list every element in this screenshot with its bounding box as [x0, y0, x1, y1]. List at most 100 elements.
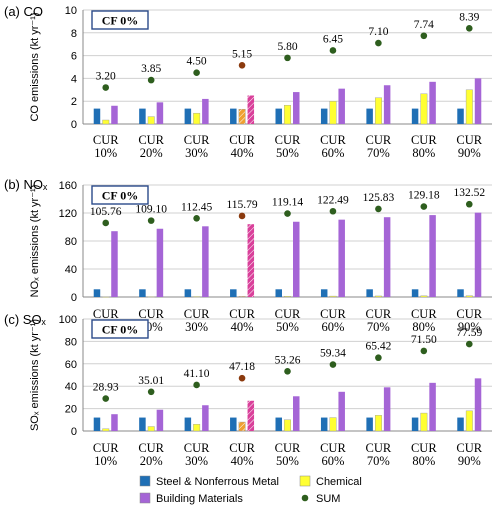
sum-data-label: 77.59	[456, 327, 482, 339]
bar-chemical	[238, 108, 246, 125]
bar-steel	[275, 108, 282, 124]
bar-steel	[139, 108, 146, 124]
y-tick-label: 60	[65, 359, 77, 371]
x-tick-label: CUR	[229, 307, 255, 321]
bar-steel	[275, 417, 282, 431]
y-tick-label: 0	[71, 119, 77, 131]
sum-data-label: 132.52	[453, 187, 485, 199]
y-tick-label: 2	[71, 96, 77, 108]
bar-steel	[139, 289, 146, 297]
legend-swatch-steel	[139, 475, 151, 487]
bar-building-materials	[474, 378, 482, 431]
x-tick-label: 30%	[185, 454, 208, 468]
y-axis-title: SOₓ emissions (kt yr⁻¹)	[29, 319, 41, 431]
x-tick-label: CUR	[366, 441, 392, 455]
x-tick-label: CUR	[320, 441, 346, 455]
bar-steel	[184, 108, 192, 124]
sum-point	[284, 54, 291, 62]
bar-chemical	[238, 421, 246, 432]
bar-chemical	[420, 412, 428, 432]
x-tick-label: 70%	[367, 146, 390, 160]
bar-chemical	[374, 295, 382, 298]
cf-badge-box	[91, 185, 149, 205]
x-tick-label: 50%	[276, 146, 299, 160]
legend-label: Chemical	[316, 476, 362, 488]
sum-point	[147, 388, 155, 396]
bar-building-materials	[338, 88, 345, 124]
sum-point	[329, 47, 337, 54]
sum-point	[465, 340, 473, 348]
x-tick-label: 10%	[94, 454, 117, 468]
x-tick-label: 20%	[140, 454, 163, 468]
sum-data-label: 122.49	[317, 194, 349, 206]
sum-data-label: 28.93	[93, 382, 119, 394]
cf-badge-box	[91, 10, 149, 30]
bar-chemical	[284, 419, 291, 432]
sum-point	[375, 39, 382, 47]
sum-point	[375, 354, 382, 362]
sum-data-label: 7.10	[368, 26, 388, 38]
sum-data-label: 5.15	[232, 48, 252, 60]
legend-label: SUM	[316, 493, 340, 505]
y-axis-title: NOₓ emissions (kt yr⁻¹)	[29, 185, 41, 298]
bar-building-materials	[293, 221, 300, 297]
x-tick-label: CUR	[320, 307, 346, 321]
bar-steel	[411, 108, 419, 124]
bar-chemical	[193, 424, 201, 432]
bar-building-materials	[338, 391, 345, 431]
bar-chemical	[147, 426, 155, 432]
sum-data-label: 59.34	[320, 348, 346, 360]
x-tick-label: 30%	[185, 146, 208, 160]
sum-data-label: 129.18	[408, 190, 440, 202]
sum-data-label: 8.39	[459, 11, 479, 23]
sum-point	[420, 347, 428, 355]
y-tick-label: 40	[65, 264, 77, 276]
panel-label: (b) NOₓ	[4, 177, 48, 192]
bar-chemical	[102, 428, 110, 432]
bar-building-materials	[156, 102, 164, 124]
bar-chemical	[193, 112, 201, 125]
x-tick-label: 30%	[185, 320, 208, 334]
sum-point	[147, 217, 155, 224]
x-tick-label: CUR	[320, 133, 346, 147]
y-tick-label: 6	[71, 51, 77, 63]
y-tick-label: 80	[65, 236, 77, 248]
bar-building-materials	[247, 224, 255, 297]
sum-point	[284, 210, 291, 217]
sum-point	[329, 207, 337, 215]
bar-steel	[366, 417, 373, 431]
bar-chemical	[102, 119, 110, 125]
bar-building-materials	[156, 409, 164, 431]
x-tick-label: CUR	[229, 133, 255, 147]
x-tick-label: CUR	[366, 133, 392, 147]
y-axis-title: CO emissions (kt yr⁻¹)	[29, 12, 41, 121]
bar-chemical	[374, 415, 382, 432]
legend-swatch-chemical	[299, 475, 311, 487]
bar-building-materials	[429, 382, 436, 431]
x-tick-label: CUR	[275, 441, 301, 455]
bar-steel	[93, 417, 101, 431]
sum-point	[465, 25, 473, 32]
x-tick-label: 90%	[458, 320, 481, 334]
bar-chemical	[147, 116, 155, 125]
sum-point	[420, 32, 428, 40]
y-tick-label: 0	[71, 292, 77, 304]
bar-building-materials	[111, 105, 118, 124]
x-tick-label: CUR	[93, 307, 119, 321]
y-tick-label: 160	[59, 180, 77, 192]
legend: Steel & Nonferrous Metal Chemical Building…	[139, 475, 362, 505]
sum-data-label: 3.20	[96, 71, 116, 83]
bar-steel	[93, 108, 101, 124]
bar-building-materials	[474, 212, 482, 297]
bar-chemical	[329, 417, 337, 432]
x-tick-label: CUR	[456, 441, 482, 455]
x-tick-label: 80%	[412, 320, 435, 334]
sum-data-label: 119.14	[272, 197, 303, 209]
x-tick-label: 50%	[276, 454, 299, 468]
x-tick-label: 90%	[458, 454, 481, 468]
y-tick-label: 10	[65, 5, 77, 17]
x-tick-label: CUR	[184, 441, 210, 455]
bar-chemical	[238, 296, 246, 298]
